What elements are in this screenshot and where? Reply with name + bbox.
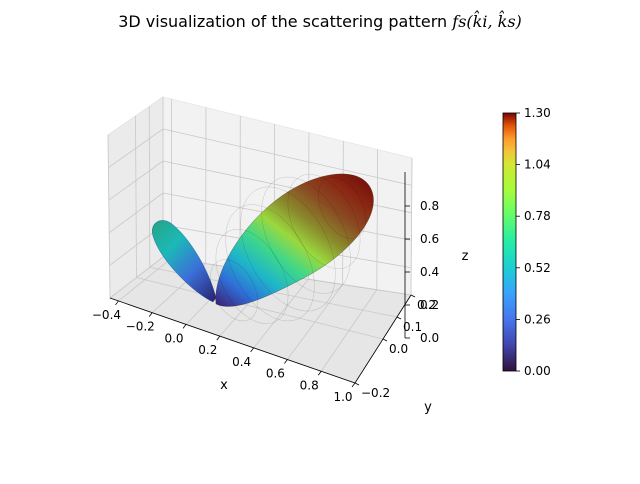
x-tick-mark	[352, 383, 355, 387]
x-tick-label: −0.2	[126, 320, 155, 334]
chart-title-math: fs(k̂i, k̂s)	[452, 12, 522, 31]
x-tick-mark	[115, 301, 118, 305]
y-tick-mark	[397, 317, 401, 319]
chart-title-text: 3D visualization of the scattering patte…	[118, 12, 447, 31]
x-tick-mark	[318, 371, 321, 375]
x-tick-mark	[251, 348, 254, 352]
colorbar-tick-label: 0.78	[524, 209, 551, 223]
x-tick-mark	[149, 313, 152, 317]
colorbar-tick-label: 1.30	[524, 106, 551, 120]
x-tick-label: 0.4	[232, 355, 251, 369]
x-tick-mark	[217, 336, 220, 340]
colorbar-ticks: 0.00 0.26 0.52 0.78 1.04 1.30	[516, 106, 551, 378]
z-tick-label: 0.2	[420, 298, 439, 312]
x-tick-label: 0.2	[198, 343, 217, 357]
z-axis-label: z	[462, 249, 469, 264]
x-tick-label: 1.0	[333, 390, 352, 404]
x-tick-mark	[284, 360, 287, 364]
colorbar: 0.00 0.26 0.52 0.78 1.04 1.30	[503, 106, 551, 378]
colorbar-tick-label: 1.04	[524, 158, 551, 172]
chart-title: 3D visualization of the scattering patte…	[0, 12, 640, 31]
colorbar-gradient	[503, 113, 516, 371]
x-axis-label: x	[220, 378, 228, 393]
y-tick-mark	[383, 339, 387, 341]
y-axis-label: y	[424, 400, 432, 415]
colorbar-tick-label: 0.52	[524, 261, 551, 275]
colorbar-tick-label: 0.00	[524, 364, 551, 378]
z-tick-label: 0.4	[420, 265, 439, 279]
z-tick-label: 0.6	[420, 232, 439, 246]
y-tick-mark	[411, 295, 415, 297]
y-tick-mark	[355, 383, 359, 385]
x-tick-label: 0.8	[300, 378, 319, 392]
x-tick-label: −0.4	[92, 308, 121, 322]
z-tick-label: 0.8	[420, 199, 439, 213]
y-grid-line-side	[149, 107, 150, 268]
y-tick-label: −0.2	[361, 386, 390, 400]
colorbar-tick-label: 0.26	[524, 312, 551, 326]
x-tick-label: 0.0	[164, 331, 183, 345]
x-tick-label: 0.6	[266, 367, 285, 381]
x-tick-mark	[183, 324, 186, 328]
y-tick-label: 0.0	[389, 342, 408, 356]
z-tick-label: 0.0	[420, 331, 439, 345]
